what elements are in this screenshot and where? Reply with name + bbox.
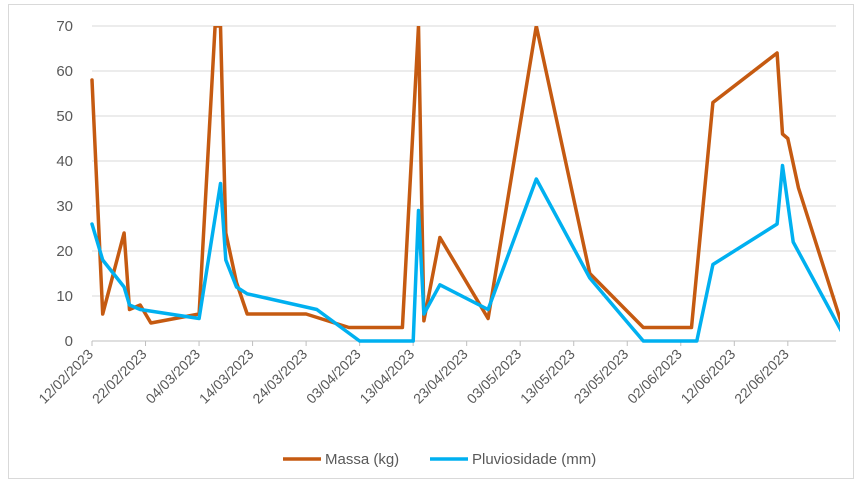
x-tick-label: 13/04/2023 (356, 346, 417, 407)
x-tick-label: 03/04/2023 (303, 346, 364, 407)
y-tick-label: 50 (56, 108, 73, 125)
y-tick-label: 60 (56, 63, 73, 80)
y-tick-label: 70 (56, 18, 73, 35)
y-tick-label: 30 (56, 198, 73, 215)
series-line-pluviosidade (90, 163, 840, 343)
x-tick-label: 04/03/2023 (142, 346, 203, 407)
legend-label: Pluviosidade (mm) (472, 451, 596, 468)
x-tick-label: 23/04/2023 (410, 346, 471, 407)
x-tick-label: 13/05/2023 (517, 346, 578, 407)
y-tick-label: 40 (56, 153, 73, 170)
legend-label: Massa (kg) (325, 451, 399, 468)
y-tick-label: 0 (65, 333, 73, 350)
series-lines (90, 26, 840, 343)
x-tick-label: 12/06/2023 (678, 346, 739, 407)
chart-frame (8, 4, 854, 479)
y-axis-ticks: 0 10 20 30 40 50 60 70 (56, 18, 73, 350)
x-tick-label: 03/05/2023 (463, 346, 524, 407)
x-tick-label: 23/05/2023 (571, 346, 632, 407)
x-tick-label: 22/02/2023 (89, 346, 150, 407)
x-tick-label: 12/02/2023 (35, 346, 96, 407)
legend: Massa (kg) Pluviosidade (mm) (283, 451, 596, 468)
x-tick-label: 22/06/2023 (731, 346, 792, 407)
x-tick-label: 02/06/2023 (624, 346, 685, 407)
x-tick-label: 24/03/2023 (249, 346, 310, 407)
x-axis: 12/02/202322/02/202304/03/202314/03/2023… (35, 340, 836, 407)
y-tick-label: 20 (56, 243, 73, 260)
y-tick-label: 10 (56, 288, 73, 305)
x-tick-label: 14/03/2023 (196, 346, 257, 407)
series-line-massa (90, 26, 840, 330)
